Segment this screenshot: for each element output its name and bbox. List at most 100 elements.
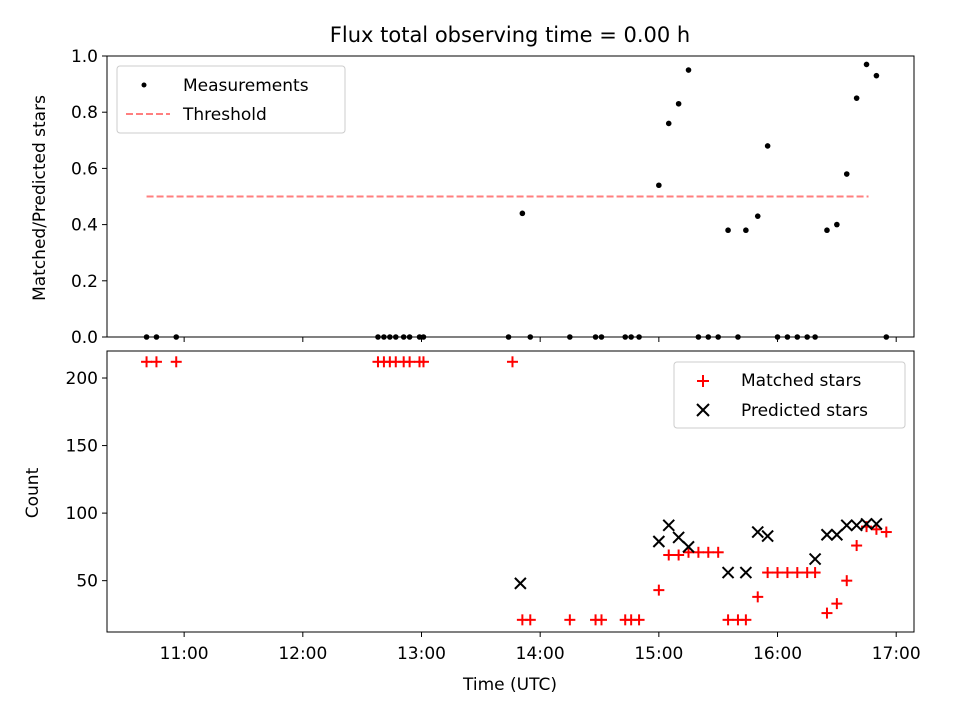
measurement-point bbox=[725, 227, 731, 234]
legend-predicted-label: Predicted stars bbox=[741, 401, 868, 421]
measurement-point bbox=[824, 227, 830, 234]
matched-star-point bbox=[841, 575, 853, 587]
legend-threshold-label: Threshold bbox=[182, 105, 267, 125]
matched-star-point bbox=[673, 549, 685, 561]
top-y-tick-label: 1.0 bbox=[71, 47, 98, 67]
x-axis-label: Time (UTC) bbox=[462, 675, 557, 695]
matched-star-point bbox=[851, 540, 863, 552]
bottom-series-layer bbox=[141, 356, 892, 626]
predicted-star-point bbox=[808, 552, 822, 566]
top-y-tick-label: 0.8 bbox=[71, 103, 98, 123]
measurement-point bbox=[853, 95, 860, 101]
measurement-point bbox=[834, 221, 840, 228]
bottom-y-tick-label: 50 bbox=[76, 572, 98, 592]
matched-star-point bbox=[772, 567, 784, 579]
x-tick-label: 16:00 bbox=[753, 644, 802, 664]
matched-star-point bbox=[880, 526, 892, 538]
bottom-axes-layer: 50 100 150 200 11:00 12:00 13:00 14:00 15:00 16:0… bbox=[66, 350, 921, 664]
predicted-star-point bbox=[739, 566, 753, 579]
measurement-point bbox=[873, 72, 880, 79]
x-tick-label: 11:00 bbox=[160, 644, 209, 664]
measurement-point bbox=[675, 100, 682, 107]
predicted-star-point bbox=[850, 519, 863, 532]
measurement-point bbox=[764, 143, 771, 149]
measurement-point bbox=[754, 213, 761, 219]
measurement-point bbox=[743, 227, 749, 234]
predicted-star-stroke-b bbox=[514, 577, 527, 590]
bottom-y-tick-label: 150 bbox=[66, 437, 98, 457]
predicted-star-stroke-b bbox=[840, 519, 853, 532]
measurement-point bbox=[863, 61, 870, 68]
predicted-star-point bbox=[682, 540, 695, 554]
matched-star-point bbox=[831, 598, 843, 610]
predicted-star-stroke-b bbox=[830, 528, 844, 541]
matched-star-point bbox=[663, 549, 675, 561]
measurement-point bbox=[843, 171, 850, 177]
predicted-star-stroke-b bbox=[820, 528, 834, 541]
matched-star-point bbox=[633, 614, 645, 626]
predicted-star-point bbox=[652, 535, 666, 548]
matched-star-point bbox=[506, 356, 518, 368]
predicted-star-stroke-b bbox=[850, 519, 863, 532]
predicted-star-stroke-b bbox=[761, 529, 774, 543]
predicted-star-stroke-b bbox=[870, 517, 883, 531]
predicted-star-stroke-b bbox=[682, 540, 695, 554]
x-tick-label: 14:00 bbox=[516, 644, 565, 664]
matched-star-point bbox=[821, 607, 833, 619]
bottom-plot-frame bbox=[106, 350, 915, 633]
matched-star-point bbox=[564, 614, 576, 626]
predicted-star-stroke-b bbox=[652, 535, 666, 548]
bottom-y-tick-label: 200 bbox=[66, 369, 98, 389]
matched-star-point bbox=[653, 584, 665, 596]
matched-star-point bbox=[722, 614, 734, 626]
predicted-star-stroke-b bbox=[860, 517, 873, 531]
legend-matched-marker bbox=[697, 375, 709, 387]
x-tick-label: 12:00 bbox=[278, 644, 327, 664]
top-legend: Measurements Threshold bbox=[116, 65, 346, 134]
matched-star-point bbox=[170, 356, 182, 368]
matched-star-point bbox=[781, 567, 793, 579]
bottom-y-axis-label: Count bbox=[23, 467, 43, 518]
top-y-axis-label: Matched/Predicted stars bbox=[30, 95, 50, 301]
predicted-star-point bbox=[860, 517, 873, 531]
matched-star-point bbox=[150, 356, 162, 368]
predicted-star-point bbox=[514, 577, 527, 590]
top-y-tick-label: 0.2 bbox=[71, 272, 98, 292]
predicted-star-stroke-b bbox=[808, 552, 822, 566]
measurement-point bbox=[685, 67, 692, 73]
measurement-point bbox=[519, 210, 526, 217]
top-axes-layer: 0.0 0.2 0.4 0.6 0.8 1.0 bbox=[71, 47, 915, 348]
top-y-tick-label: 0.6 bbox=[71, 159, 98, 179]
predicted-star-point bbox=[840, 519, 853, 532]
bottom-legend: Matched stars Predicted stars bbox=[673, 361, 906, 429]
predicted-star-stroke-b bbox=[751, 525, 764, 539]
legend-measurements-label: Measurements bbox=[183, 76, 309, 96]
matched-star-point bbox=[524, 614, 536, 626]
predicted-star-point bbox=[830, 528, 844, 541]
matched-star-point bbox=[683, 546, 695, 558]
top-panel: 0.0 0.2 0.4 0.6 0.8 1.0 Matched/Predicted sta… bbox=[30, 47, 915, 348]
predicted-star-point bbox=[820, 528, 834, 541]
predicted-star-stroke-b bbox=[721, 566, 735, 579]
predicted-star-stroke-b bbox=[662, 519, 675, 532]
bottom-y-tick-label: 100 bbox=[66, 504, 98, 524]
x-tick-label: 13:00 bbox=[397, 644, 446, 664]
measurement-point bbox=[665, 120, 672, 127]
predicted-star-point bbox=[870, 517, 883, 531]
matched-star-point bbox=[762, 567, 774, 579]
top-y-tick-label: 0.4 bbox=[71, 216, 98, 236]
matched-star-point bbox=[870, 523, 882, 535]
matched-star-point bbox=[740, 614, 752, 626]
matched-star-point bbox=[141, 356, 153, 368]
x-tick-label: 17:00 bbox=[872, 644, 921, 664]
matched-star-point bbox=[417, 356, 429, 368]
legend-predicted-marker bbox=[696, 403, 710, 417]
top-legend-box bbox=[116, 65, 346, 134]
matched-star-point bbox=[752, 591, 764, 603]
matched-star-point bbox=[712, 546, 724, 558]
predicted-star-stroke-b bbox=[672, 531, 685, 544]
legend-measurements-marker bbox=[141, 82, 147, 88]
matched-star-point bbox=[404, 356, 416, 368]
top-plot-frame bbox=[106, 55, 915, 338]
